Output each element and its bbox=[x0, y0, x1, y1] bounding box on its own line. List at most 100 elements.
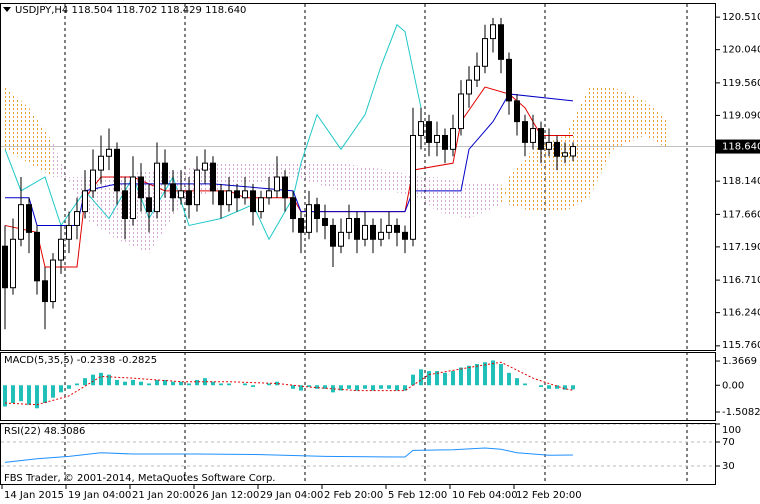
y-tick-label: 115.760 bbox=[722, 340, 760, 351]
candle-body bbox=[466, 79, 472, 95]
current-price-box bbox=[716, 139, 760, 154]
current-price-label: 118.640 bbox=[722, 142, 760, 153]
candle-body bbox=[354, 218, 360, 240]
macd-bar bbox=[163, 379, 167, 386]
candle-body bbox=[450, 128, 456, 150]
macd-bar bbox=[539, 385, 543, 388]
price-panel-title: USDJPY,H4 118.504 118.702 118.429 118.64… bbox=[15, 5, 246, 16]
y-tick-label: 120.510 bbox=[722, 12, 760, 23]
macd-bar bbox=[355, 385, 359, 391]
macd-bar bbox=[459, 367, 463, 386]
macd-bar bbox=[75, 383, 79, 386]
candle-body bbox=[250, 190, 256, 213]
candle-body bbox=[458, 93, 464, 130]
macd-bar bbox=[91, 374, 95, 386]
macd-bar bbox=[43, 385, 47, 403]
macd-bar bbox=[419, 369, 423, 386]
candle-body bbox=[106, 148, 112, 157]
macd-bar bbox=[435, 371, 439, 386]
macd-bar bbox=[179, 381, 183, 386]
macd-bar bbox=[195, 379, 199, 386]
candle-body bbox=[210, 162, 216, 192]
candle-body bbox=[306, 204, 312, 233]
candle-body bbox=[482, 38, 488, 67]
candle-body bbox=[90, 169, 96, 192]
candle-body bbox=[162, 162, 168, 185]
candle-body bbox=[490, 24, 496, 40]
macd-bar bbox=[227, 383, 231, 386]
candle-body bbox=[346, 218, 352, 233]
macd-bar bbox=[395, 385, 399, 391]
candle-body bbox=[58, 238, 64, 261]
candle-body bbox=[362, 224, 368, 240]
candle-body bbox=[274, 176, 280, 192]
candle-body bbox=[514, 100, 520, 123]
macd-bar bbox=[371, 385, 375, 391]
candle-body bbox=[2, 245, 8, 289]
x-tick-label: 5 Feb 12:00 bbox=[388, 490, 447, 501]
cloud-segment bbox=[509, 149, 533, 212]
macd-panel-border bbox=[0, 352, 716, 421]
candle-body bbox=[474, 65, 480, 81]
candle-body bbox=[82, 190, 88, 213]
macd-bar bbox=[299, 385, 303, 391]
cloud-segment bbox=[645, 100, 669, 150]
macd-bar bbox=[171, 381, 175, 386]
candle-body bbox=[418, 121, 424, 136]
candle-body bbox=[314, 204, 320, 220]
macd-bar bbox=[379, 385, 383, 389]
candle-body bbox=[370, 224, 376, 240]
macd-bar bbox=[27, 385, 31, 405]
macd-bar bbox=[267, 383, 271, 386]
macd-bar bbox=[51, 385, 55, 398]
macd-bar bbox=[499, 363, 503, 386]
candle-body bbox=[434, 134, 440, 143]
candle-body bbox=[154, 162, 160, 213]
macd-signal bbox=[4, 361, 574, 406]
candle-body bbox=[42, 280, 48, 303]
indicator-line bbox=[5, 93, 574, 226]
macd-bar bbox=[155, 379, 159, 386]
candle-body bbox=[258, 197, 264, 213]
candle-body bbox=[554, 141, 560, 157]
cloud-segment bbox=[437, 177, 469, 219]
candle-body bbox=[18, 204, 24, 240]
y-tick-label: 116.710 bbox=[722, 275, 760, 286]
macd-bar bbox=[123, 381, 127, 386]
macd-bar bbox=[291, 385, 295, 389]
macd-bar bbox=[99, 372, 103, 386]
candle-body bbox=[170, 183, 176, 199]
macd-bar bbox=[339, 385, 343, 391]
macd-bar bbox=[3, 385, 7, 407]
candle-body bbox=[426, 121, 432, 143]
candle-body bbox=[530, 128, 536, 143]
menu-triangle[interactable] bbox=[3, 7, 11, 12]
macd-bar bbox=[563, 385, 567, 390]
candle-body bbox=[546, 141, 552, 150]
candle-body bbox=[394, 224, 400, 233]
rsi-panel-title: RSI(22) 48.3086 bbox=[4, 426, 85, 437]
cloud-segment bbox=[565, 87, 589, 212]
macd-bar bbox=[323, 385, 327, 389]
macd-bar bbox=[139, 381, 143, 386]
x-tick-label: 29 Jan 04:00 bbox=[260, 490, 323, 501]
macd-bar bbox=[35, 385, 39, 409]
candle-body bbox=[186, 190, 192, 206]
candle-body bbox=[114, 148, 120, 192]
macd-bar bbox=[331, 385, 335, 393]
macd-bar bbox=[555, 385, 559, 389]
candle-body bbox=[66, 224, 72, 240]
cloud-segment bbox=[501, 177, 509, 205]
y-tick-label: 117.660 bbox=[722, 209, 760, 220]
macd-bar bbox=[315, 385, 319, 389]
macd-bar bbox=[443, 372, 447, 386]
candle-body bbox=[122, 190, 128, 220]
macd-bar bbox=[491, 360, 495, 386]
candle-body bbox=[178, 190, 184, 199]
y-tick-label: 117.190 bbox=[722, 242, 760, 253]
candle-body bbox=[506, 58, 512, 102]
y-tick-label: -1.5082 bbox=[722, 407, 760, 418]
macd-bar bbox=[571, 385, 575, 390]
